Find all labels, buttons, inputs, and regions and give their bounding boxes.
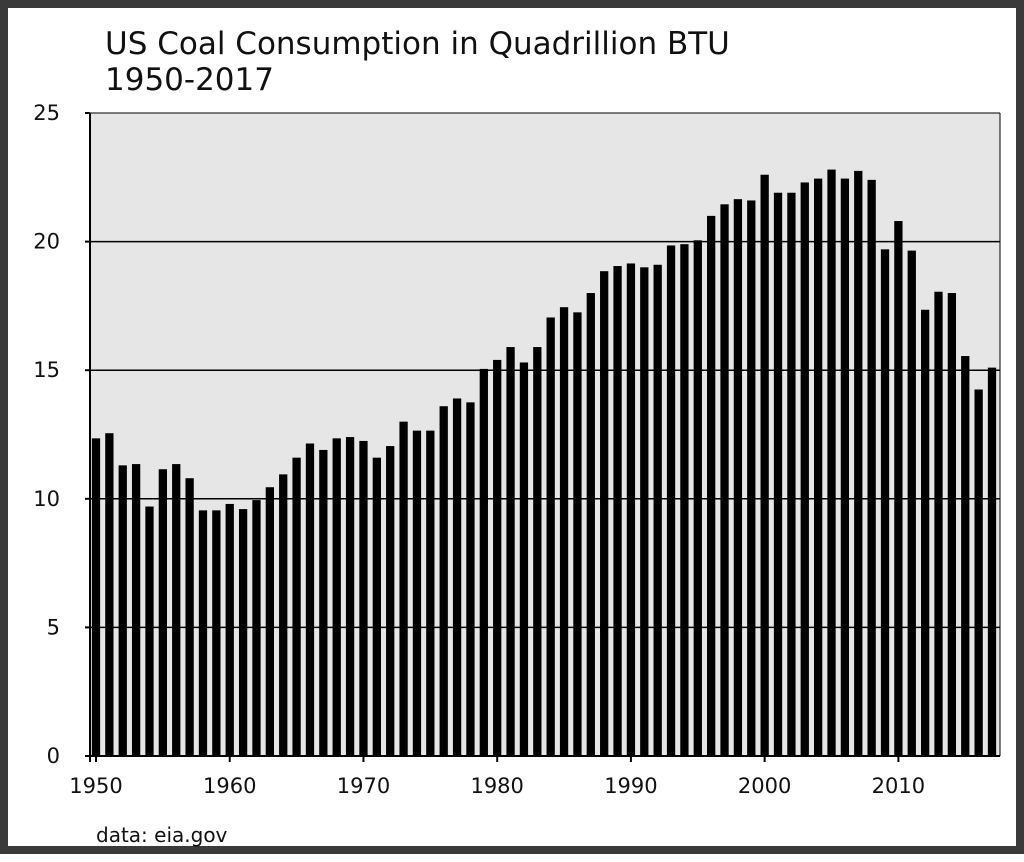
bar-2009	[880, 249, 890, 756]
bar-2007	[854, 170, 863, 756]
bar-1985	[559, 307, 569, 756]
bar-2000	[760, 174, 769, 757]
bar-1954	[145, 506, 154, 756]
x-tick-label: 1980	[470, 774, 523, 798]
bar-1966	[305, 443, 315, 756]
bar-1987	[586, 293, 595, 756]
x-tick-label: 1960	[203, 774, 256, 798]
bar-1974	[412, 430, 422, 756]
bar-1967	[319, 449, 328, 756]
bar-1995	[693, 240, 702, 756]
bar-1965	[292, 457, 301, 756]
bar-2006	[840, 178, 850, 757]
bar-1976	[439, 406, 448, 756]
bar-1981	[506, 347, 515, 756]
bar-1960	[225, 503, 234, 756]
bar-1972	[386, 446, 395, 756]
bar-1996	[707, 215, 716, 756]
bar-1952	[118, 465, 127, 756]
bar-1961	[238, 509, 248, 756]
bar-1957	[185, 478, 194, 756]
x-tick-labels: 1950 1960 1970 1980 1990 2000 2010	[69, 774, 925, 798]
bar-1959	[212, 510, 221, 756]
bar-2012	[920, 309, 930, 756]
chart-svg: US Coal Consumption in Quadrillion BTU 1…	[33, 26, 1001, 847]
bar-1982	[519, 362, 529, 756]
bar-1994	[680, 244, 689, 757]
bar-1986	[573, 312, 582, 756]
bar-2017	[987, 367, 997, 756]
bar-1955	[158, 469, 168, 756]
bar-2010	[894, 221, 903, 756]
chart-subtitle: 1950-2017	[105, 62, 274, 98]
bar-2005	[827, 169, 836, 756]
bar-2004	[814, 178, 823, 757]
chart-title: US Coal Consumption in Quadrillion BTU	[105, 26, 730, 62]
bar-1990	[626, 263, 636, 756]
x-tick-label: 1950	[69, 774, 122, 798]
bar-1970	[359, 440, 368, 756]
bar-1969	[345, 437, 355, 756]
bar-1968	[332, 438, 341, 756]
bars	[91, 169, 997, 757]
bar-1999	[747, 200, 756, 756]
bar-2003	[800, 182, 809, 756]
x-tick-label: 1970	[337, 774, 390, 798]
x-tick-label: 1990	[604, 774, 657, 798]
bar-1988	[600, 271, 609, 756]
y-tick-labels: 0 5 10 15 20 25	[33, 101, 60, 768]
bar-2011	[907, 250, 916, 756]
bar-1978	[466, 402, 475, 756]
y-tick-label: 15	[33, 358, 60, 382]
bar-1991	[640, 267, 649, 756]
bar-2015	[961, 356, 970, 756]
bar-1962	[252, 500, 261, 756]
bar-1973	[399, 421, 408, 756]
source-note: data: eia.gov	[96, 823, 228, 847]
bar-1998	[733, 199, 743, 756]
bar-2016	[974, 389, 983, 756]
bar-1950	[91, 438, 101, 756]
bar-1980	[493, 359, 502, 756]
bar-1997	[720, 204, 729, 756]
y-tick-label: 5	[47, 615, 60, 639]
bar-1951	[105, 433, 114, 756]
y-tick-label: 10	[33, 487, 60, 511]
bar-2014	[947, 293, 957, 756]
bar-1953	[131, 464, 141, 756]
bar-1964	[279, 474, 288, 756]
bar-1958	[198, 510, 208, 756]
axes	[85, 112, 1001, 762]
bar-1956	[172, 464, 181, 756]
x-tick-label: 2010	[872, 774, 925, 798]
bar-1963	[265, 487, 274, 756]
bar-1992	[653, 264, 662, 756]
bar-1984	[546, 317, 555, 756]
bar-1975	[426, 430, 435, 756]
bar-2002	[787, 192, 796, 757]
bar-1979	[479, 368, 488, 756]
bar-2001	[773, 192, 783, 757]
y-tick-label: 25	[33, 101, 60, 125]
bar-1971	[372, 457, 381, 756]
bar-2008	[867, 179, 876, 756]
y-tick-label: 0	[47, 744, 60, 768]
bar-2013	[934, 291, 943, 756]
bar-1983	[533, 347, 542, 756]
bar-1993	[666, 245, 676, 756]
bar-1977	[452, 398, 462, 756]
y-tick-label: 20	[33, 230, 60, 254]
x-tick-label: 2000	[738, 774, 791, 798]
bar-1989	[613, 266, 622, 756]
